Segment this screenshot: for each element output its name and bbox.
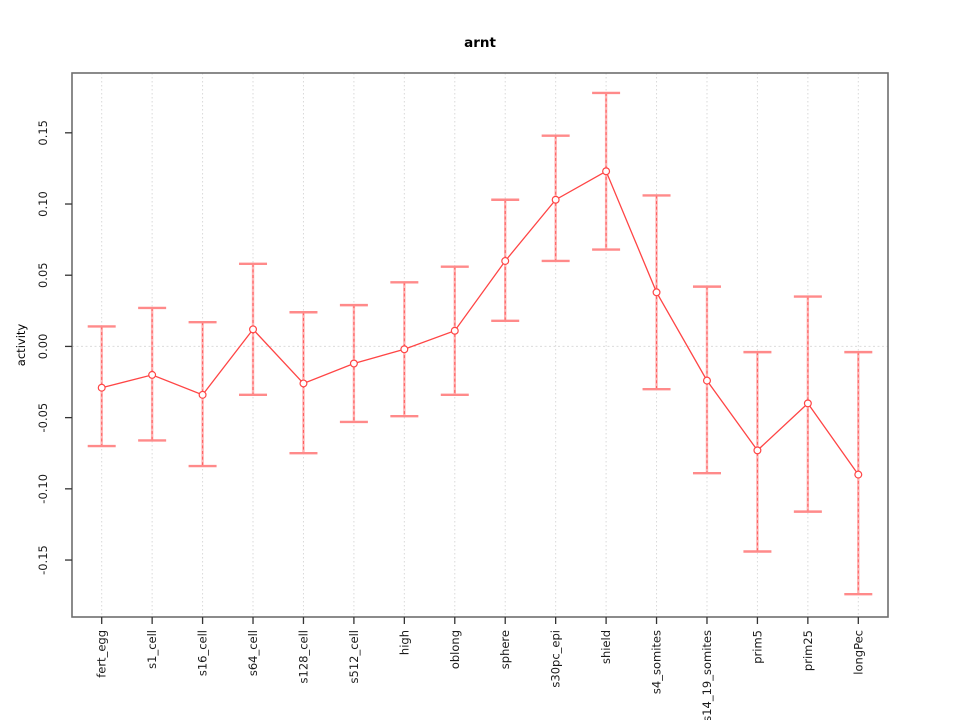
- y-tick-label: 0.05: [36, 262, 50, 288]
- x-tick-label: s64_cell: [246, 630, 260, 676]
- errorbars-layer: [87, 91, 873, 596]
- data-point-marker: [753, 446, 762, 455]
- data-point-marker: [803, 399, 812, 408]
- x-tick-label: s1_cell: [145, 630, 159, 669]
- chart-title: arnt: [464, 35, 496, 51]
- x-tick-label: fert_egg: [95, 630, 109, 678]
- y-axis-label: activity: [14, 324, 28, 367]
- y-tick-label: -0.10: [36, 474, 50, 504]
- x-tick-label: longPec: [851, 630, 865, 675]
- x-tick-label: sphere: [498, 630, 512, 669]
- axes-layer: -0.15 -0.10 -0.05 0.00 0.05 0.10 0.15 fert_egg s…: [36, 72, 889, 720]
- x-tick-label: high: [397, 630, 411, 655]
- data-point-marker: [602, 167, 611, 176]
- data-point-marker: [299, 379, 308, 388]
- y-tick-label: 0.10: [36, 191, 50, 217]
- x-tick-label: s16_cell: [196, 630, 210, 676]
- x-tick-label: prim25: [801, 630, 815, 671]
- data-point-marker: [198, 390, 207, 399]
- data-point-marker: [450, 326, 459, 335]
- x-tick-label: oblong: [448, 630, 462, 669]
- data-point-marker: [400, 345, 409, 354]
- data-point-marker: [551, 195, 560, 204]
- y-tick-label: 0.15: [36, 120, 50, 146]
- data-point-marker: [854, 470, 863, 479]
- data-point-marker: [349, 359, 358, 368]
- data-point-marker: [702, 376, 711, 385]
- y-tick-label: 0.00: [36, 334, 50, 360]
- y-tick-label: -0.15: [36, 545, 50, 575]
- series-layer: [97, 167, 863, 479]
- data-point-marker: [249, 325, 258, 334]
- x-tick-label: s14_19_somites: [700, 630, 714, 720]
- data-point-marker: [148, 370, 157, 379]
- y-tick-label: -0.05: [36, 403, 50, 433]
- x-tick-label: shield: [599, 630, 613, 664]
- series-line: [101, 170, 859, 475]
- gridlines-layer: [72, 73, 888, 617]
- x-tick-label: s4_somites: [650, 630, 664, 694]
- x-tick-label: s30pc_epi: [549, 630, 563, 688]
- data-point-marker: [652, 288, 661, 297]
- x-tick-label: s512_cell: [347, 630, 361, 683]
- x-tick-label: prim5: [750, 630, 764, 664]
- data-point-marker: [97, 383, 106, 392]
- plot-border: [71, 72, 889, 618]
- x-tick-label: s128_cell: [296, 630, 310, 683]
- data-point-marker: [501, 256, 510, 265]
